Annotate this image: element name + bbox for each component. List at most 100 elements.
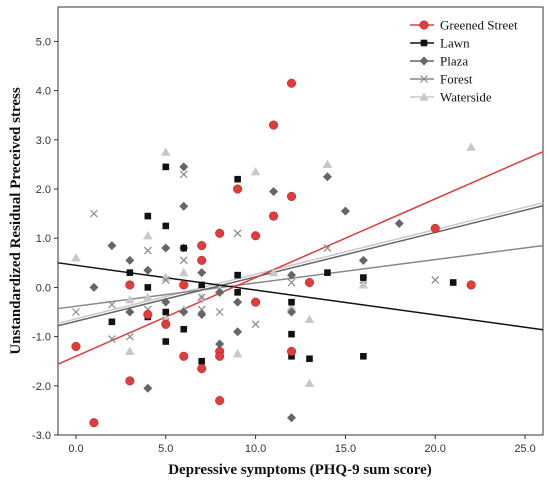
point-waterside	[232, 349, 243, 358]
point-waterside	[125, 294, 135, 304]
point-lawn	[198, 281, 206, 289]
point-forest	[72, 308, 80, 316]
point-forest	[179, 256, 188, 265]
point-greened-street	[251, 231, 261, 241]
point-plaza	[287, 307, 297, 317]
point-waterside	[160, 147, 171, 156]
point-forest	[197, 293, 206, 302]
x-tick-label: 20.0	[425, 443, 446, 455]
point-lawn	[449, 279, 457, 286]
point-plaza	[287, 413, 297, 423]
legend-label-lawn: Lawn	[440, 36, 470, 51]
point-lawn	[234, 289, 241, 296]
point-forest	[107, 335, 116, 343]
point-greened-street	[179, 280, 189, 290]
point-plaza	[161, 243, 171, 253]
x-axis-title: Depressive symptoms (PHQ-9 sum score)	[168, 462, 432, 478]
point-lawn	[162, 338, 170, 345]
point-greened-street	[161, 319, 171, 329]
fit-line-greened-street	[57, 150, 544, 365]
point-plaza	[394, 218, 404, 228]
point-greened-street	[197, 255, 207, 265]
point-forest	[125, 332, 134, 341]
point-lawn	[360, 274, 367, 281]
x-axis-ticks: 0.0 5.0 10.0 15.0 20.0 25.0	[68, 435, 536, 455]
point-greened-street	[215, 396, 225, 406]
legend-label-forest: Forest	[440, 72, 473, 87]
point-lawn	[234, 271, 241, 279]
point-lawn	[180, 244, 188, 252]
point-plaza	[322, 172, 332, 182]
point-lawn	[306, 355, 313, 363]
point-waterside	[304, 314, 315, 323]
point-plaza	[107, 241, 117, 251]
point-plaza	[197, 268, 207, 278]
point-plaza	[215, 287, 225, 297]
y-tick-label: -3.0	[32, 430, 51, 442]
point-forest	[215, 308, 224, 316]
point-plaza	[125, 255, 135, 265]
point-forest	[143, 246, 152, 255]
point-forest	[431, 276, 440, 284]
point-forest	[233, 229, 242, 238]
legend-label-plaza: Plaza	[440, 54, 468, 69]
point-lawn	[324, 269, 331, 276]
y-tick-label: -2.0	[32, 381, 51, 393]
point-lawn	[360, 352, 367, 360]
point-waterside	[268, 267, 279, 277]
point-waterside	[358, 280, 369, 289]
point-forest	[179, 170, 188, 179]
data-points	[71, 78, 476, 428]
point-lawn	[198, 357, 206, 365]
point-waterside	[286, 302, 297, 311]
x-tick-label: 5.0	[158, 443, 173, 455]
point-plaza	[233, 327, 243, 337]
point-greened-street	[233, 184, 243, 194]
point-greened-street	[89, 418, 99, 428]
x-tick-label: 15.0	[335, 443, 356, 455]
point-greened-street	[179, 351, 189, 361]
point-waterside	[160, 272, 171, 282]
legend: Greened Street Lawn Plaza Forest Waterside	[410, 18, 518, 105]
x-tick-label: 10.0	[245, 443, 266, 455]
point-forest	[251, 320, 260, 329]
point-forest	[161, 276, 170, 284]
point-plaza	[179, 307, 189, 317]
y-tick-label: 2.0	[36, 184, 51, 196]
point-plaza	[179, 162, 189, 172]
point-waterside	[143, 230, 153, 240]
point-lawn	[234, 175, 241, 183]
legend-marker-lawn	[420, 39, 428, 47]
point-greened-street	[143, 309, 153, 320]
y-tick-label: -1.0	[32, 332, 51, 344]
fit-line-plaza	[57, 205, 544, 327]
point-waterside	[250, 167, 261, 176]
point-forest	[323, 244, 332, 252]
point-lawn	[126, 269, 134, 276]
fit-line-forest	[57, 244, 544, 310]
point-greened-street	[197, 241, 207, 251]
point-greened-street	[251, 297, 261, 307]
point-greened-street	[286, 346, 297, 356]
point-lawn	[162, 222, 170, 230]
point-plaza	[143, 265, 153, 275]
point-plaza	[179, 201, 189, 211]
fit-line-lawn	[57, 262, 544, 331]
point-greened-street	[466, 280, 476, 290]
point-plaza	[358, 255, 368, 265]
point-plaza	[161, 297, 171, 307]
point-plaza	[215, 339, 225, 349]
legend-label-greened-street: Greened Street	[440, 18, 518, 33]
point-greened-street	[215, 228, 225, 238]
point-plaza	[340, 206, 350, 216]
point-forest	[287, 278, 296, 287]
point-waterside	[322, 159, 333, 169]
point-greened-street	[125, 280, 135, 290]
y-tick-label: 4.0	[36, 86, 51, 98]
point-greened-street	[215, 351, 225, 361]
point-waterside	[466, 142, 476, 151]
point-lawn	[108, 318, 116, 326]
point-waterside	[178, 267, 189, 277]
y-tick-label: 1.0	[36, 233, 51, 245]
